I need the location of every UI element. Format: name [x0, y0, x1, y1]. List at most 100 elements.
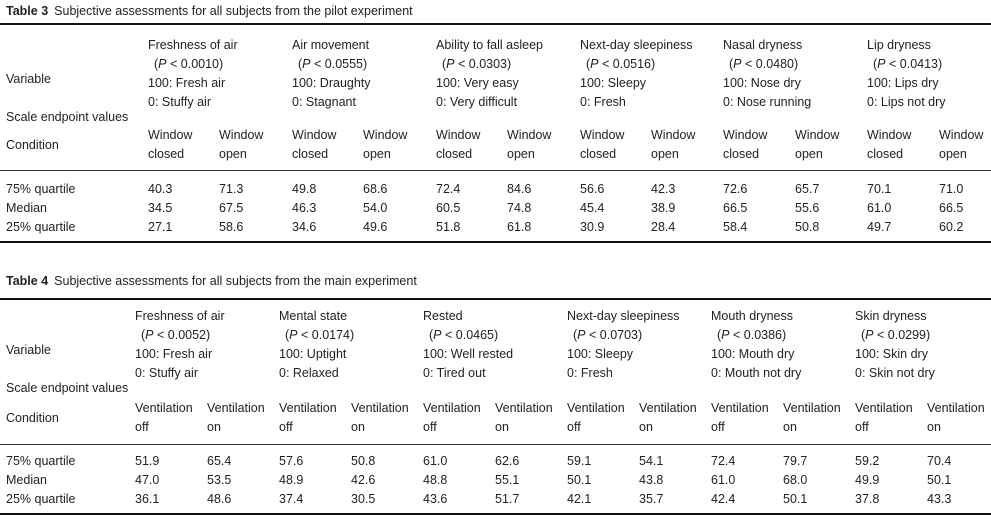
- condition-header-line2: open: [651, 147, 679, 161]
- table-cell: 46.3: [292, 201, 317, 215]
- condition-header-line2: off: [279, 420, 293, 434]
- condition-header-line1: Window: [363, 128, 408, 142]
- table-cell: 45.4: [580, 201, 605, 215]
- p-value: (P < 0.0052): [141, 328, 211, 342]
- scale-row-label: Scale endpoint values: [6, 110, 129, 124]
- table-cell: 30.9: [580, 220, 605, 234]
- scale-high: 100: Lips dry: [867, 76, 939, 90]
- condition-row-label: Condition: [6, 138, 59, 152]
- condition-header-line1: Window: [651, 128, 696, 142]
- table-cell: 47.0: [135, 473, 160, 487]
- condition-header-line2: closed: [148, 147, 185, 161]
- table-cell: 72.6: [723, 182, 748, 196]
- condition-header-line1: Window: [867, 128, 912, 142]
- condition-header-line1: Window: [507, 128, 552, 142]
- table-cell: 84.6: [507, 182, 532, 196]
- table-cell: 70.1: [867, 182, 892, 196]
- scale-low: 0: Mouth not dry: [711, 366, 802, 380]
- table-cell: 72.4: [711, 454, 736, 468]
- row-label: 25% quartile: [6, 492, 76, 506]
- p-value-text: < 0.0386): [733, 328, 787, 342]
- condition-header-line1: Ventilation: [927, 401, 985, 415]
- condition-header-line2: open: [939, 147, 967, 161]
- row-label: Median: [6, 201, 47, 215]
- scale-low: 0: Stagnant: [292, 95, 356, 109]
- scale-high: 100: Draughty: [292, 76, 371, 90]
- p-symbol: P: [446, 57, 455, 71]
- scale-low: 0: Tired out: [423, 366, 486, 380]
- table-cell: 58.4: [723, 220, 748, 234]
- scale-high: 100: Nose dry: [723, 76, 801, 90]
- table-cell: 35.7: [639, 492, 664, 506]
- table-cell: 61.0: [423, 454, 448, 468]
- condition-header-line2: off: [135, 420, 149, 434]
- p-value: (P < 0.0555): [298, 57, 368, 71]
- scale-high: 100: Sleepy: [580, 76, 647, 90]
- p-symbol: P: [433, 328, 442, 342]
- p-value-text: < 0.0299): [877, 328, 931, 342]
- table-cell: 57.6: [279, 454, 304, 468]
- table-cell: 50.1: [927, 473, 952, 487]
- condition-header-line1: Ventilation: [135, 401, 193, 415]
- table-cell: 37.4: [279, 492, 304, 506]
- table-top-rule: [0, 23, 991, 25]
- condition-header-line1: Ventilation: [855, 401, 913, 415]
- p-value: (P < 0.0303): [442, 57, 512, 71]
- scale-low: 0: Fresh: [580, 95, 626, 109]
- condition-header-line1: Ventilation: [783, 401, 841, 415]
- table-cell: 48.9: [279, 473, 304, 487]
- table-cell: 55.1: [495, 473, 520, 487]
- table-cell: 56.6: [580, 182, 605, 196]
- table-cell: 49.8: [292, 182, 317, 196]
- condition-header-line2: off: [855, 420, 869, 434]
- table-cell: 50.1: [567, 473, 592, 487]
- table-cell: 34.6: [292, 220, 317, 234]
- row-label: 25% quartile: [6, 220, 76, 234]
- table-cell: 42.4: [711, 492, 736, 506]
- scale-low: 0: Skin not dry: [855, 366, 935, 380]
- condition-header-line1: Window: [148, 128, 193, 142]
- table-cell: 71.3: [219, 182, 244, 196]
- table-cell: 54.1: [639, 454, 664, 468]
- condition-header-line2: on: [927, 420, 941, 434]
- condition-header-line1: Window: [580, 128, 625, 142]
- variable-name: Air movement: [292, 38, 370, 52]
- table-cell: 53.5: [207, 473, 232, 487]
- table-cell: 79.7: [783, 454, 808, 468]
- condition-header-line1: Window: [795, 128, 840, 142]
- p-value: (P < 0.0516): [586, 57, 656, 71]
- table-cell: 27.1: [148, 220, 173, 234]
- condition-header-line1: Ventilation: [495, 401, 553, 415]
- table-label: Table 3: [6, 4, 49, 18]
- table-cell: 50.8: [795, 220, 820, 234]
- p-value-text: < 0.0174): [301, 328, 355, 342]
- table-cell: 50.1: [783, 492, 808, 506]
- condition-header-line1: Ventilation: [351, 401, 409, 415]
- row-label: 75% quartile: [6, 182, 76, 196]
- condition-header-line2: open: [219, 147, 247, 161]
- p-value-text: < 0.0555): [314, 57, 368, 71]
- row-label: Median: [6, 473, 47, 487]
- variable-name: Ability to fall asleep: [436, 38, 544, 52]
- condition-header-line2: closed: [867, 147, 904, 161]
- p-value: (P < 0.0413): [873, 57, 943, 71]
- table-cell: 61.0: [711, 473, 736, 487]
- condition-header-line2: closed: [723, 147, 760, 161]
- scale-high: 100: Skin dry: [855, 347, 928, 361]
- condition-header-line2: off: [567, 420, 581, 434]
- scale-low: 0: Very difficult: [436, 95, 518, 109]
- p-symbol: P: [733, 57, 742, 71]
- condition-header-line1: Window: [723, 128, 768, 142]
- table-cell: 68.6: [363, 182, 388, 196]
- table-cell: 65.4: [207, 454, 232, 468]
- table-cell: 49.6: [363, 220, 388, 234]
- scale-high: 100: Fresh air: [135, 347, 213, 361]
- condition-header-line1: Window: [219, 128, 264, 142]
- p-value-text: < 0.0703): [589, 328, 643, 342]
- scale-low: 0: Fresh: [567, 366, 613, 380]
- table-cell: 71.0: [939, 182, 964, 196]
- variable-name: Freshness of air: [148, 38, 238, 52]
- scale-low: 0: Relaxed: [279, 366, 339, 380]
- p-value-text: < 0.0303): [458, 57, 512, 71]
- condition-header-line1: Window: [436, 128, 481, 142]
